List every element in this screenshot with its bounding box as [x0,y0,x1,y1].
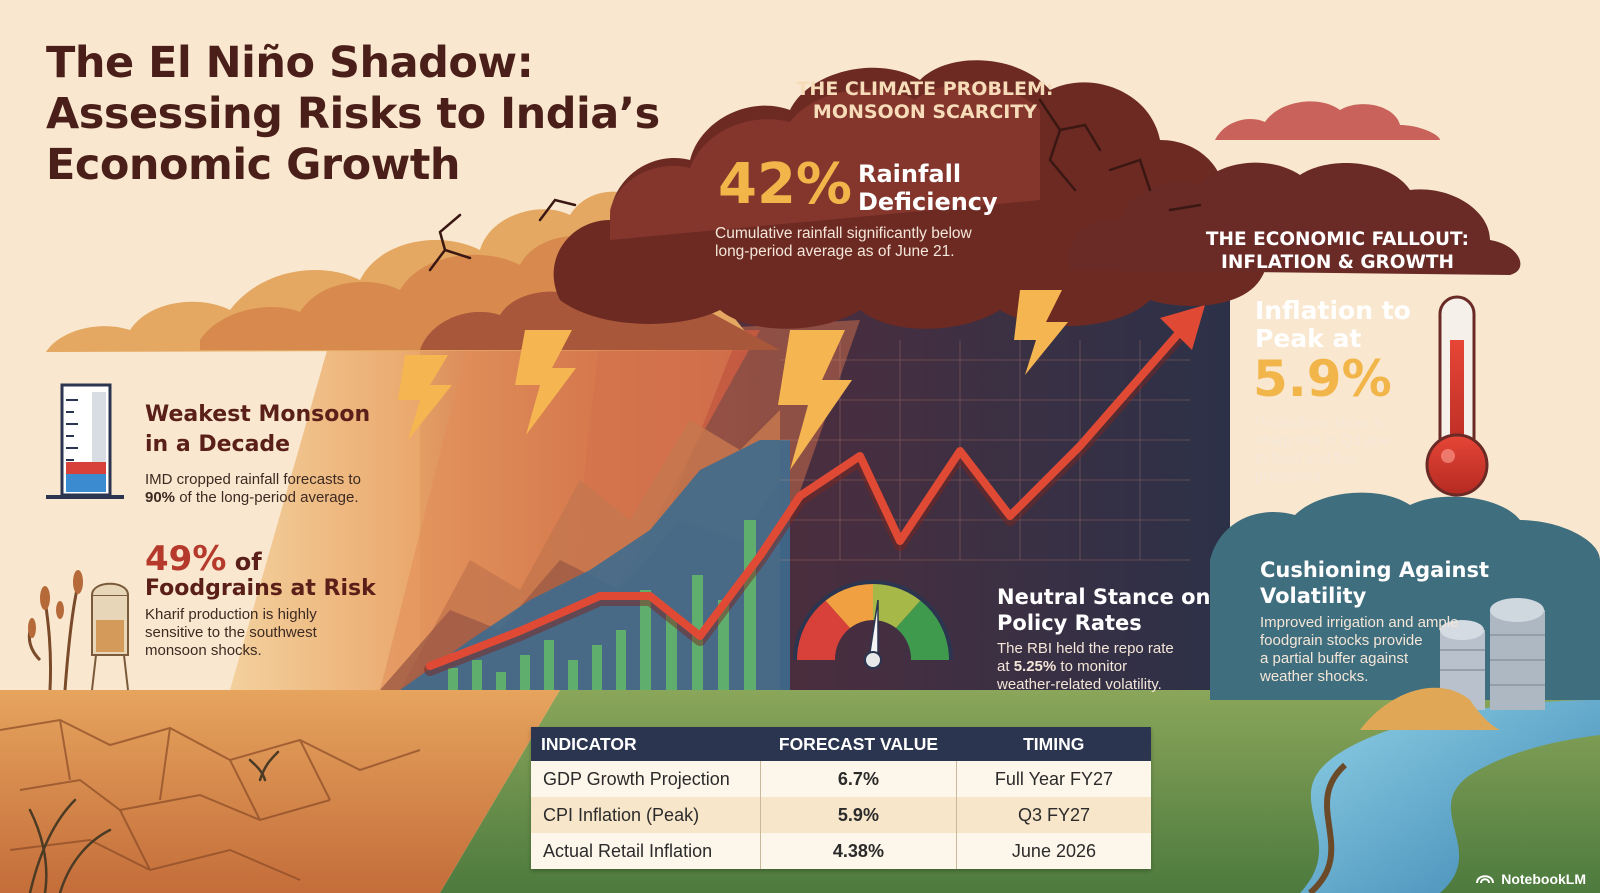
timing-cell: June 2026 [956,833,1151,869]
cushion-heading: Cushioning Against Volatility [1260,558,1490,608]
inflation-label: Inflation to Peak at [1255,296,1411,353]
rainfall-deficiency-label: Rainfall Deficiency [858,160,998,216]
title-line-3: Economic Growth [46,140,461,190]
table-row: CPI Inflation (Peak) 5.9% Q3 FY27 [531,797,1151,833]
indicator-cell: GDP Growth Projection [531,761,761,797]
foodgrains-stat: 49% [145,539,227,579]
cushion-description: Improved irrigation and ample foodgrain … [1260,614,1459,685]
page-title: The El Niño Shadow: Assessing Risks to I… [46,38,686,191]
table-row: Actual Retail Inflation 4.38% June 2026 [531,833,1151,869]
policy-heading: Neutral Stance on Policy Rates [997,585,1211,635]
thermometer-icon [1425,295,1489,497]
value-cell: 5.9% [760,797,957,833]
table-row: GDP Growth Projection 6.7% Full Year FY2… [531,761,1151,797]
policy-description: The RBI held the repo rate at 5.25% to m… [997,640,1174,693]
grain-silo-icon [1360,598,1545,730]
monsoon-description: IMD cropped rainfall forecasts to 90% of… [145,471,361,506]
title-line-2: Assessing Risks to India’s [46,89,660,139]
wheat-silo-icon [27,570,129,691]
indicator-cell: Actual Retail Inflation [531,833,761,869]
timing-cell: Full Year FY27 [956,761,1151,797]
gauge-dial-icon [793,580,953,669]
inflation-description: Projections show a sharp rise in Q3 due … [1255,414,1391,485]
column-header-forecast-value: FORECAST VALUE [760,727,957,761]
indicator-cell: CPI Inflation (Peak) [531,797,761,833]
value-cell: 6.7% [760,761,957,797]
notebooklm-brand: NotebookLM [1501,871,1586,887]
economic-heading: THE ECONOMIC FALLOUT: INFLATION & GROWTH [1205,229,1470,273]
rainfall-deficiency-stat: 42% [718,152,853,217]
foodgrains-description: Kharif production is highly sensitive to… [145,606,317,659]
column-header-timing: TIMING [956,727,1151,761]
notebooklm-logo-icon [1476,875,1494,884]
monsoon-heading: Weakest Monsoon in a Decade [145,402,371,457]
foodgrains-stat-line: 49% of [145,539,262,579]
inflation-peak-stat: 5.9% [1253,350,1392,408]
column-header-indicator: INDICATOR [531,727,761,761]
value-cell: 4.38% [760,833,957,869]
table-header-row: INDICATOR FORECAST VALUE TIMING [531,727,1151,761]
climate-heading: THE CLIMATE PROBLEM: MONSOON SCARCITY [796,78,1054,123]
indicator-table: INDICATOR FORECAST VALUE TIMING GDP Grow… [531,727,1151,869]
foodgrains-heading: Foodgrains at Risk [145,576,376,601]
title-line-1: The El Niño Shadow: [46,38,534,88]
rain-gauge-icon [46,383,124,499]
lightning-bolt-icon [398,290,1068,470]
rainfall-description: Cumulative rainfall significantly below … [715,225,972,260]
timing-cell: Q3 FY27 [956,797,1151,833]
